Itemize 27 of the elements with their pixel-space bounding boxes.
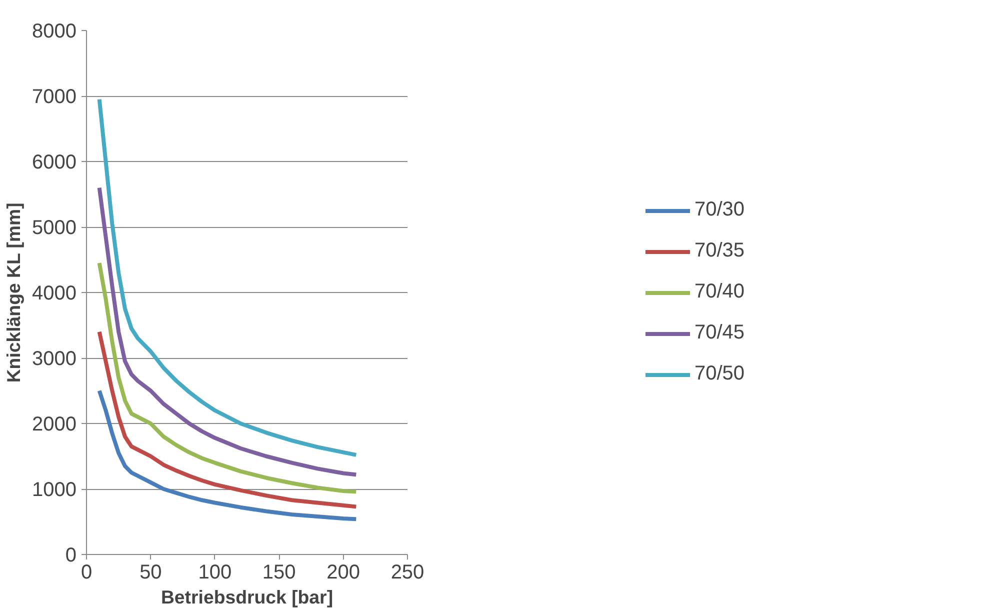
line-series — [97, 186, 358, 477]
y-tick-label: 1000 — [32, 479, 77, 501]
y-tick-label: 5000 — [32, 217, 77, 239]
x-axis-title: Betriebsdruck [bar] — [160, 586, 334, 608]
y-axis-title: Knicklänge KL [mm] — [3, 202, 24, 383]
y-tick-label: 7000 — [32, 86, 77, 108]
legend-label: 70/50 — [694, 362, 745, 386]
x-tick-label: 50 — [140, 562, 162, 584]
y-tick-label: 0 — [65, 544, 76, 566]
legend-label: 70/45 — [694, 322, 745, 344]
line-series — [97, 388, 358, 522]
legend-label: 70/35 — [694, 240, 745, 262]
x-tick-label: 150 — [262, 562, 296, 584]
line-series — [97, 261, 358, 494]
y-tick-label: 3000 — [32, 348, 77, 370]
y-tick-label: 2000 — [32, 414, 77, 436]
x-tick-label: 200 — [326, 562, 360, 584]
line-series — [97, 97, 358, 457]
legend-label: 70/40 — [694, 280, 745, 304]
y-tick-label: 4000 — [32, 282, 77, 304]
y-tick-label: 6000 — [32, 152, 77, 174]
x-tick-label: 100 — [198, 562, 232, 584]
x-tick-label: 250 — [390, 562, 424, 584]
legend-label: 70/30 — [694, 198, 745, 222]
line-series — [97, 330, 358, 509]
x-tick-label: 0 — [80, 562, 92, 584]
y-tick-label: 8000 — [32, 20, 77, 42]
